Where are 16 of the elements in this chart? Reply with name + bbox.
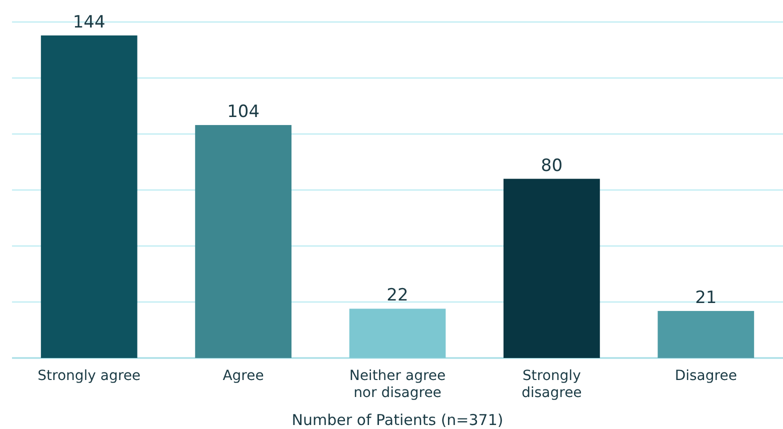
x-tick-label: Disagree [674,368,737,384]
bar [195,125,292,358]
data-label: 144 [72,12,106,32]
bar [658,310,754,358]
data-label: 104 [227,102,260,122]
data-label: 80 [540,156,563,176]
x-axis-title: Number of Patients (n=371) [292,411,504,429]
x-tick-label: Strongly disagree [522,368,582,401]
bar [40,35,138,358]
bar [349,308,446,358]
data-label: 22 [386,286,408,306]
x-tick-label: Neither agree nor disagree [349,368,446,401]
bar [504,178,600,358]
x-tick-label: Agree [222,368,264,384]
data-label: 21 [695,288,717,308]
x-tick-label: Strongly agree [38,368,141,384]
